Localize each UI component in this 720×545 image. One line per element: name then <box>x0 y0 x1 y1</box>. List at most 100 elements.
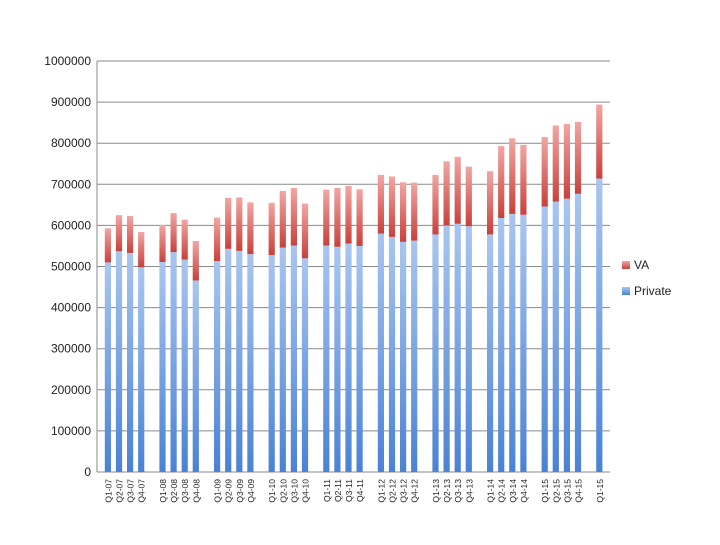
bar-va <box>388 176 396 237</box>
bar-private <box>279 247 286 472</box>
legend-va-swatch <box>622 261 630 269</box>
x-tick-label: Q1-09 <box>213 479 223 503</box>
bar-private <box>170 252 177 472</box>
x-tick-label: Q2-14 <box>497 479 507 503</box>
bar-private <box>236 250 243 472</box>
bar-private <box>290 245 297 472</box>
bar-private <box>574 193 582 473</box>
bar-private <box>138 267 145 472</box>
bar-private <box>596 178 603 472</box>
x-tick-label: Q2-15 <box>551 479 561 503</box>
x-tick-label: Q3-14 <box>508 479 518 503</box>
bar-va <box>236 197 243 251</box>
bar-private <box>520 214 527 473</box>
bar-va <box>487 171 494 235</box>
legend: VA Private <box>622 258 672 298</box>
bars <box>104 104 603 473</box>
bar-va <box>454 156 461 224</box>
bar-private <box>159 261 166 472</box>
bar-va <box>225 197 232 249</box>
bar-va <box>323 189 330 246</box>
x-tick-label: Q2-08 <box>169 479 179 503</box>
x-tick-label: Q4-14 <box>519 479 529 503</box>
bar-private <box>465 226 472 472</box>
bar-va <box>411 182 418 241</box>
bar-va <box>192 241 199 281</box>
x-tick-label: Q1-12 <box>376 479 386 503</box>
x-tick-label: Q3-08 <box>180 479 190 503</box>
bar-va <box>247 202 254 255</box>
x-tick-label: Q4-11 <box>355 479 365 502</box>
y-tick-label: 1000000 <box>44 54 91 68</box>
bar-private <box>323 245 330 472</box>
bar-va <box>596 104 603 179</box>
bar-private <box>192 280 199 472</box>
x-tick-label: Q4-09 <box>246 479 256 503</box>
bar-va <box>279 190 286 248</box>
bar-va <box>301 203 309 259</box>
bar-private <box>541 206 548 472</box>
bar-va <box>290 187 297 246</box>
bar-va <box>181 219 188 260</box>
x-tick-label: Q2-13 <box>442 479 452 503</box>
bar-va <box>552 125 559 202</box>
y-tick-label: 300000 <box>51 342 91 356</box>
bar-va <box>377 174 384 234</box>
y-tick-label: 100000 <box>51 424 91 438</box>
x-tick-label: Q3-15 <box>562 479 572 503</box>
y-tick-label: 500000 <box>51 260 91 274</box>
bar-private <box>509 213 516 472</box>
legend-private-swatch <box>622 287 630 295</box>
x-tick-label: Q2-11 <box>333 479 343 502</box>
bar-private <box>345 243 352 472</box>
bar-va <box>432 174 439 235</box>
x-tick-label: Q4-15 <box>574 479 584 503</box>
x-tick-label: Q4-08 <box>191 479 201 503</box>
x-tick-label: Q1-10 <box>267 479 277 503</box>
bar-va <box>127 215 134 253</box>
bar-private <box>487 234 494 472</box>
bar-va <box>400 182 407 242</box>
x-tick-label: Q2-09 <box>224 479 234 503</box>
bar-va <box>214 217 221 262</box>
bar-va <box>465 166 472 227</box>
bar-va <box>563 123 570 199</box>
x-tick-label: Q2-12 <box>388 479 398 503</box>
bar-va <box>334 187 341 247</box>
bar-va <box>356 189 363 246</box>
bar-va <box>541 137 548 207</box>
x-axis-tick-labels: Q1-07 Q2-07 Q3-07 Q4-07 Q1-08 Q2-08 Q3-08 Q4-08… <box>103 479 604 503</box>
x-tick-label: Q3-11 <box>344 479 354 502</box>
bar-private <box>104 262 111 472</box>
x-tick-label: Q4-07 <box>137 479 147 503</box>
bar-va <box>268 202 275 255</box>
bar-va <box>520 144 527 215</box>
bar-private <box>225 248 232 472</box>
bar-private <box>334 246 341 472</box>
bar-private <box>552 201 559 472</box>
y-tick-label: 0 <box>84 465 91 479</box>
legend-va-label: VA <box>634 258 649 272</box>
x-tick-label: Q2-07 <box>115 479 125 503</box>
bar-private <box>268 254 275 472</box>
x-tick-label: Q1-08 <box>158 479 168 503</box>
bar-va <box>115 215 123 252</box>
x-tick-label: Q4-12 <box>410 479 420 503</box>
bar-private <box>247 254 254 472</box>
bar-private <box>115 251 123 472</box>
y-axis-tick-labels: 0 100000 200000 300000 400000 500000 600000 700… <box>44 54 91 479</box>
bar-va <box>574 121 582 194</box>
bar-private <box>377 233 384 472</box>
bar-private <box>127 252 134 472</box>
bar-private <box>388 236 396 472</box>
bar-va <box>345 185 352 244</box>
y-tick-label: 400000 <box>51 301 91 315</box>
x-tick-label: Q3-13 <box>453 479 463 503</box>
bar-private <box>214 261 221 472</box>
x-tick-label: Q1-07 <box>103 479 113 503</box>
x-tick-label: Q2-10 <box>278 479 288 503</box>
y-tick-label: 700000 <box>51 177 91 191</box>
x-tick-label: Q1-15 <box>595 479 605 503</box>
